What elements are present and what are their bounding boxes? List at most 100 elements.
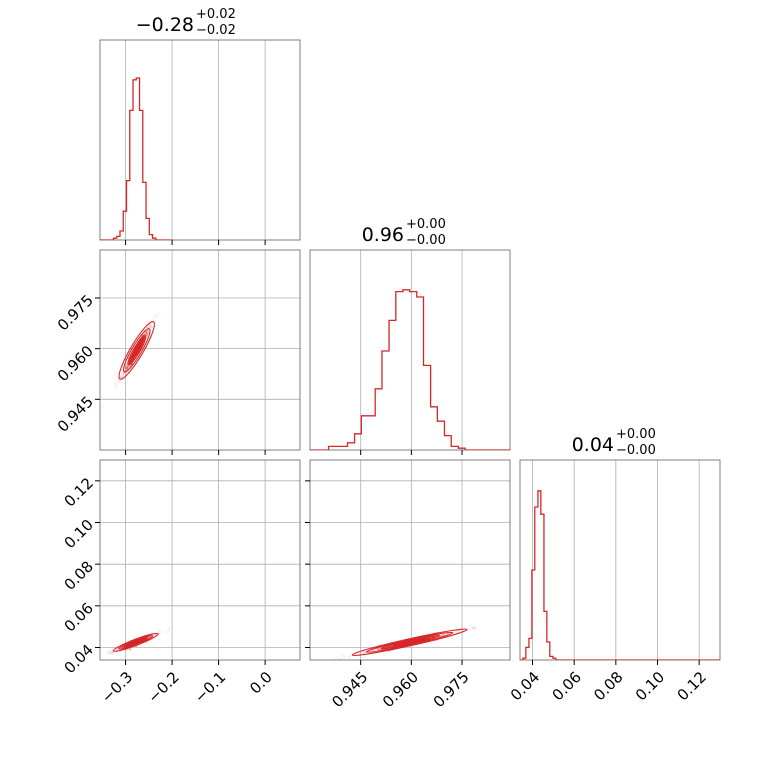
- sample-point: [144, 333, 147, 337]
- y-tick-label: 0.06: [61, 599, 97, 635]
- panel-frame: [99, 459, 301, 661]
- sample-point: [111, 647, 114, 651]
- sample-point: [338, 656, 341, 660]
- sample-point: [346, 655, 350, 658]
- title-value: 0.96: [362, 224, 404, 246]
- title-upper-error: +0.00: [406, 217, 446, 232]
- sample-point: [150, 326, 153, 329]
- joint-1-0: [101, 311, 162, 409]
- y-tick-label: 0.04: [61, 641, 97, 677]
- sample-point: [108, 651, 112, 655]
- x-tick-label: 0.960: [379, 668, 422, 711]
- title-lower-error: −0.02: [196, 23, 236, 38]
- sample-point: [454, 630, 458, 633]
- sample-point: [443, 633, 446, 637]
- histogram-step-line: [310, 289, 510, 450]
- sample-point: [341, 656, 345, 660]
- sample-point: [114, 384, 117, 388]
- sample-point: [114, 386, 118, 390]
- sample-point: [376, 648, 380, 651]
- panel-0-0: [99, 39, 301, 245]
- sample-point: [158, 311, 162, 314]
- sample-point: [125, 366, 128, 369]
- sample-point: [161, 630, 165, 634]
- sample-point: [121, 372, 124, 376]
- histogram-2: [520, 490, 720, 660]
- density-core: [125, 638, 146, 647]
- sample-point: [124, 367, 127, 371]
- sample-point: [147, 326, 151, 329]
- sample-point: [155, 313, 158, 316]
- sample-point: [101, 405, 105, 409]
- density-contour: [127, 335, 147, 366]
- sample-point: [145, 332, 149, 336]
- sample-point: [123, 366, 127, 369]
- sample-point: [124, 365, 128, 369]
- panel-title-0: −0.28 +0.02−0.02: [136, 7, 236, 38]
- sample-point: [461, 629, 465, 632]
- sample-point: [472, 627, 476, 631]
- sample-point: [123, 368, 127, 371]
- sample-point: [154, 315, 158, 319]
- sample-point: [125, 365, 129, 369]
- sample-point: [123, 367, 127, 371]
- panel-title-2: 0.04 +0.00−0.00: [572, 427, 656, 458]
- panel-2-0: −0.3 −0.2 −0.1 0.0 0.04 0.06 0.08 0.10 0.12: [61, 459, 301, 707]
- sample-point: [152, 319, 156, 322]
- sample-point: [124, 365, 127, 368]
- sample-point: [335, 655, 338, 659]
- sample-point: [458, 630, 462, 633]
- x-tick-label: 0.06: [549, 668, 585, 704]
- title-value: 0.04: [572, 434, 614, 456]
- sample-point: [108, 650, 111, 653]
- sample-point: [125, 367, 128, 371]
- sample-point: [343, 656, 346, 659]
- sample-point: [111, 652, 114, 655]
- panel-frame: [99, 39, 301, 241]
- sample-point: [155, 315, 159, 319]
- sample-point: [124, 367, 128, 371]
- sample-point: [122, 645, 125, 649]
- sample-point: [145, 332, 148, 336]
- sample-point: [120, 375, 124, 379]
- density-core: [128, 337, 145, 364]
- y-tick-label: 0.960: [54, 342, 97, 385]
- sample-point: [149, 324, 153, 327]
- panel-2-1: 0.945 0.960 0.975: [305, 459, 511, 711]
- sample-point: [357, 652, 361, 655]
- sample-point: [125, 366, 129, 370]
- sample-point: [114, 381, 118, 385]
- sample-point: [117, 380, 121, 383]
- y-tick-label: 0.12: [61, 474, 97, 510]
- panel-1-0: 0.945 0.960 0.975: [54, 249, 301, 455]
- histogram-1: [310, 289, 510, 450]
- sample-point: [125, 366, 129, 370]
- y-tick-label: 0.945: [54, 393, 97, 436]
- y-tick-label: 0.10: [61, 516, 97, 552]
- sample-point: [159, 632, 162, 635]
- x-tick-label: 0.0: [246, 668, 276, 698]
- sample-point: [360, 652, 364, 655]
- sample-point: [145, 332, 148, 336]
- sample-point: [125, 367, 129, 370]
- sample-point: [122, 372, 125, 376]
- sample-point: [148, 324, 152, 327]
- sample-point: [120, 371, 124, 375]
- sample-point: [120, 374, 124, 378]
- sample-point: [157, 630, 160, 633]
- sample-point: [158, 629, 162, 632]
- histogram-0: [100, 77, 173, 240]
- sample-point: [120, 374, 123, 377]
- sample-point: [168, 626, 171, 630]
- density-contour: [366, 631, 454, 653]
- density-contour: [118, 635, 154, 650]
- sample-point: [145, 329, 149, 333]
- sample-point: [151, 316, 155, 319]
- sample-point: [329, 659, 332, 660]
- sample-point: [376, 647, 380, 651]
- sample-point: [146, 332, 150, 336]
- sample-point: [358, 652, 361, 655]
- density-contour: [122, 328, 151, 373]
- sample-point: [149, 323, 153, 327]
